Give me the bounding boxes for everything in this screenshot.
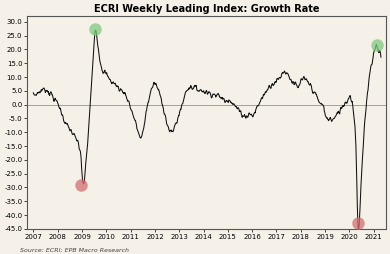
Title: ECRI Weekly Leading Index: Growth Rate: ECRI Weekly Leading Index: Growth Rate <box>94 4 319 14</box>
Text: Source: ECRI; EPB Macro Research: Source: ECRI; EPB Macro Research <box>20 248 128 253</box>
